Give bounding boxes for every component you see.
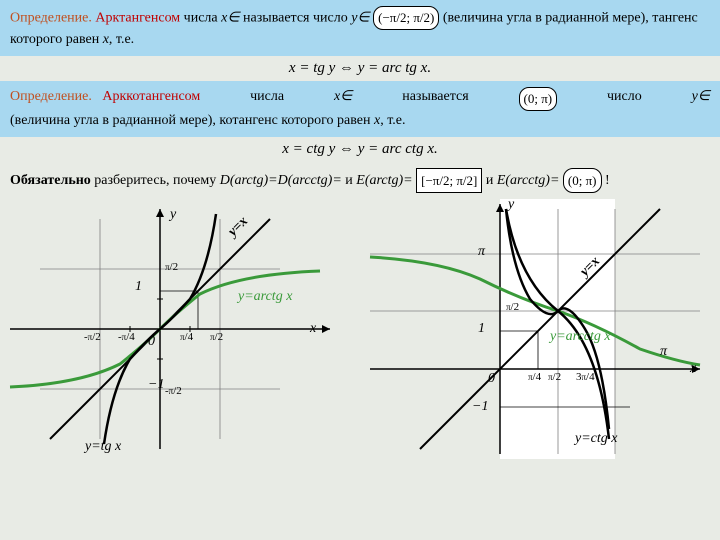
text: называется число xyxy=(243,10,348,25)
graph-arccot xyxy=(360,199,720,459)
ctg-label: y=ctg x xyxy=(575,431,617,447)
text: и xyxy=(486,173,494,188)
lead: Обязательно xyxy=(10,173,91,188)
bang: ! xyxy=(605,173,610,188)
tick-one: 1 xyxy=(135,279,142,295)
text: числа xyxy=(250,87,284,111)
def-label: Определение. xyxy=(10,10,92,25)
var-y: y∈ xyxy=(692,87,710,111)
interval: (0; π) xyxy=(563,168,602,194)
definition-arctan: Определение. Арктангенсом числа x∈ назыв… xyxy=(0,0,720,56)
x-axis-label: x xyxy=(310,321,316,337)
origin-label: 0 xyxy=(148,334,155,350)
y-axis-label: y xyxy=(508,197,514,213)
text: , т.е. xyxy=(380,113,405,128)
origin-label: 0 xyxy=(488,371,495,387)
interval: (0; π) xyxy=(519,87,558,111)
pi-label: π xyxy=(660,344,667,360)
definition-arccot: Определение. Арккотангенсом числа x∈ наз… xyxy=(0,81,720,137)
term-arctan: Арктангенсом xyxy=(95,10,180,25)
tg-label: y=tg x xyxy=(85,439,121,455)
tick: -π/4 xyxy=(118,331,135,343)
graph-arctan xyxy=(0,199,350,459)
def-label: Определение. xyxy=(10,89,92,104)
tick-one: 1 xyxy=(478,321,485,337)
range-eq2: E(arcctg)= xyxy=(497,173,560,188)
pi-label: π xyxy=(478,244,485,260)
text: называется xyxy=(402,87,468,111)
range-eq: E(arctg)= xyxy=(356,173,412,188)
y-axis-label: y xyxy=(170,207,176,223)
var-x: x∈ xyxy=(221,10,239,25)
tick: π/4 xyxy=(528,371,541,383)
tick-mone: −1 xyxy=(472,399,488,415)
formula-arctan: x = tg y ⇔ y = arc tg x. xyxy=(0,56,720,81)
tick: -π/2 xyxy=(165,385,182,397)
graphs-area: x y 0 1 −1 y=x y=arctg x y=tg x -π/2 π/2… xyxy=(0,199,720,459)
interval: (−π/2; π/2) xyxy=(373,6,439,30)
arcctg-label: y=arcctg x xyxy=(550,329,611,345)
term-arccot: Арккотангенсом xyxy=(102,89,200,104)
tick: π/2 xyxy=(210,331,223,343)
text: , т.е. xyxy=(109,32,134,47)
tick: 3π/4 xyxy=(576,371,595,383)
tick: π/2 xyxy=(165,261,178,273)
arctg-label: y=arctg x xyxy=(238,289,292,305)
text: (величина угла в радианной мере), котанг… xyxy=(10,113,371,128)
text: числа xyxy=(184,10,218,25)
text: число xyxy=(607,87,642,111)
domain-eq: D(arctg)=D(arcctg)= xyxy=(220,173,342,188)
tick-mone: −1 xyxy=(148,377,164,393)
tick: π/2 xyxy=(548,371,561,383)
text: разберитесь, почему xyxy=(94,173,216,188)
interval: [−π/2; π/2] xyxy=(416,168,482,194)
tick: π/2 xyxy=(506,301,519,313)
formula-arccot: x = ctg y ⇔ y = arc ctg x. xyxy=(0,137,720,162)
tick: -π/2 xyxy=(84,331,101,343)
x-axis-label: x xyxy=(690,361,696,377)
task-text: Обязательно разберитесь, почему D(arctg)… xyxy=(0,162,720,200)
var-y: y∈ xyxy=(351,10,369,25)
tick: π/4 xyxy=(180,331,193,343)
text: и xyxy=(345,173,353,188)
var-x: x∈ xyxy=(334,87,352,111)
